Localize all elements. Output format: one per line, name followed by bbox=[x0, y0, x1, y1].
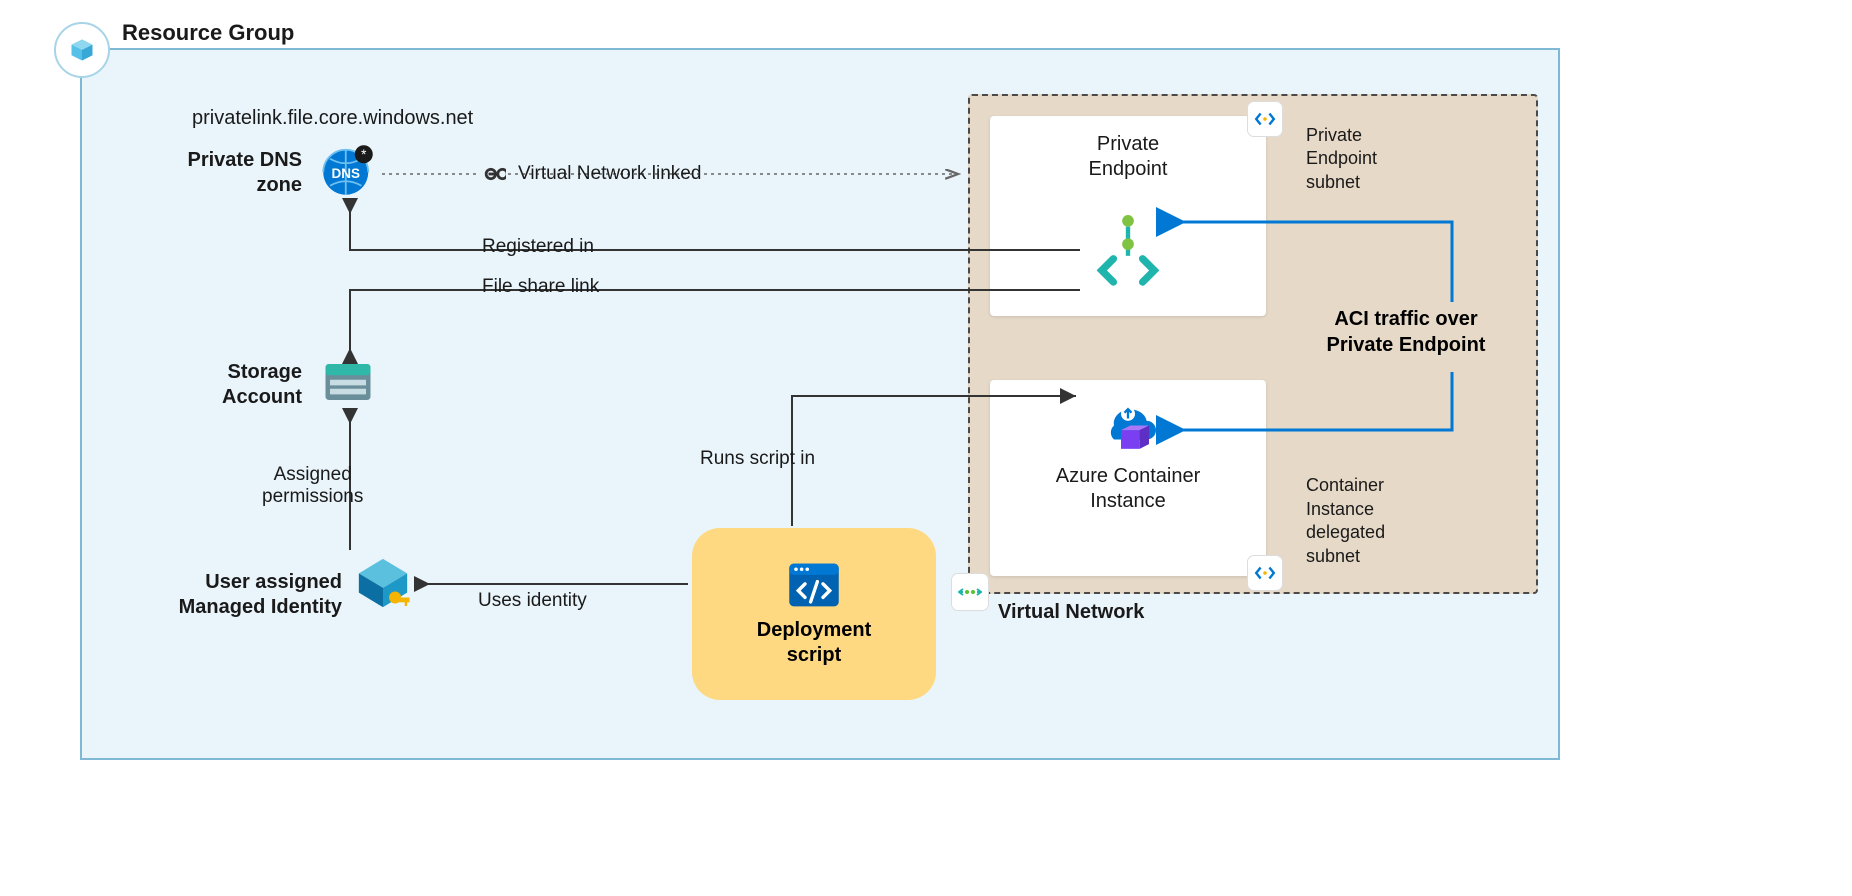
aci-label: Azure Container Instance bbox=[990, 464, 1266, 514]
edge-uses-identity-label: Uses identity bbox=[478, 590, 587, 612]
deployment-script-node: Deployment script bbox=[692, 528, 936, 700]
resource-group-icon bbox=[54, 22, 110, 78]
private-endpoint-icon bbox=[1090, 208, 1166, 292]
aci-icon bbox=[1098, 390, 1158, 454]
vnet-icon bbox=[952, 574, 988, 610]
dns-zone-icon: DNS * bbox=[318, 140, 378, 200]
ci-subnet-label: Container Instance delegated subnet bbox=[1306, 474, 1385, 568]
managed-identity-label: User assigned Managed Identity bbox=[72, 570, 342, 620]
private-endpoint-subnet-box: Private Endpoint Private Endpoint subnet bbox=[990, 116, 1266, 316]
container-instance-subnet-box: Azure Container Instance Container Insta… bbox=[990, 380, 1266, 576]
resource-group-container: Resource Group privatelink.file.core.win… bbox=[80, 48, 1560, 760]
private-endpoint-label: Private Endpoint bbox=[990, 132, 1266, 182]
edge-registered-in-label: Registered in bbox=[482, 236, 594, 258]
storage-account-icon bbox=[318, 354, 378, 410]
ci-subnet-badge-icon bbox=[1248, 556, 1282, 590]
aci-traffic-label: ACI traffic over Private Endpoint bbox=[1286, 306, 1526, 358]
pe-subnet-badge-icon bbox=[1248, 102, 1282, 136]
edge-runs-script-label: Runs script in bbox=[700, 448, 815, 470]
virtual-network-label: Virtual Network bbox=[998, 601, 1144, 624]
deployment-script-label: Deployment script bbox=[757, 618, 871, 668]
svg-text:DNS: DNS bbox=[331, 166, 360, 181]
privatelink-domain-text: privatelink.file.core.windows.net bbox=[192, 106, 473, 131]
dns-zone-label: Private DNS zone bbox=[102, 148, 302, 198]
link-icon bbox=[478, 162, 506, 186]
svg-text:*: * bbox=[361, 147, 367, 162]
deployment-script-icon bbox=[786, 560, 842, 610]
pe-subnet-label: Private Endpoint subnet bbox=[1306, 124, 1377, 194]
edge-vnet-linked-label: Virtual Network linked bbox=[518, 163, 701, 185]
managed-identity-icon bbox=[352, 552, 414, 614]
resource-group-title: Resource Group bbox=[122, 20, 294, 46]
edge-assigned-permissions-label: Assigned permissions bbox=[262, 464, 363, 508]
storage-account-label: Storage Account bbox=[122, 360, 302, 410]
edge-file-share-label: File share link bbox=[482, 276, 599, 298]
